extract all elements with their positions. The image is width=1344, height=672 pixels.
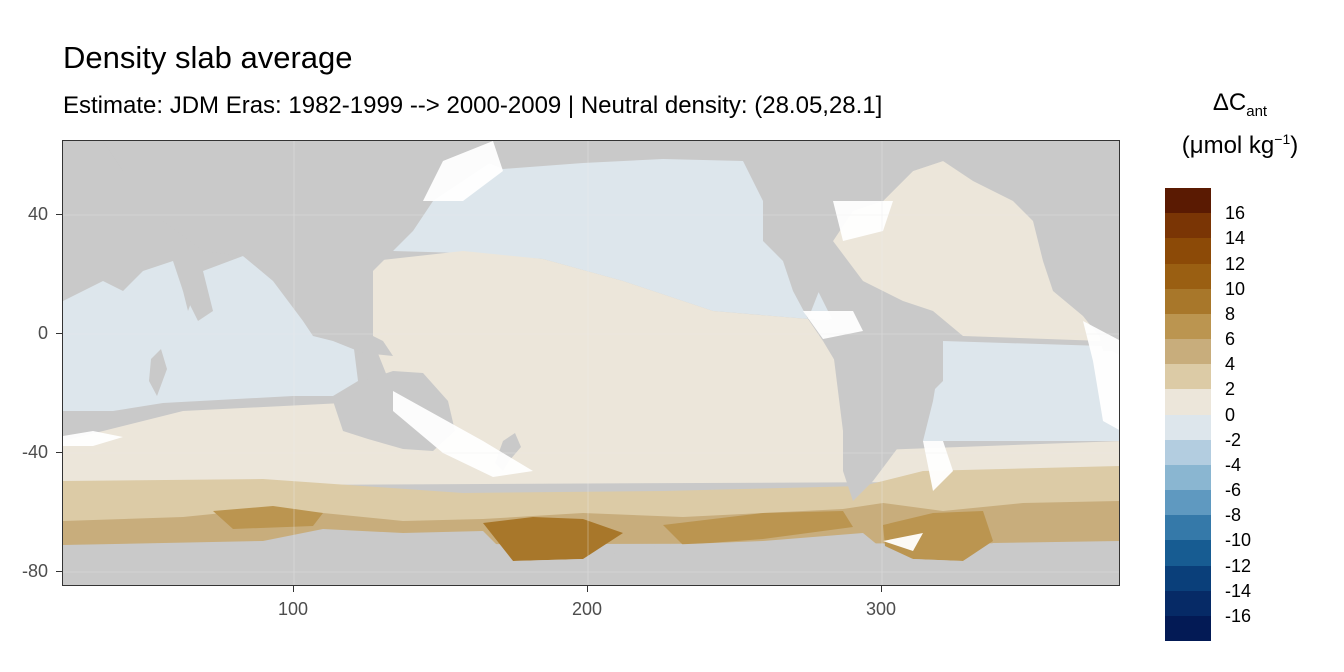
- southeast-asia-islands: [303, 316, 393, 356]
- y-tick-label: 40: [27, 204, 48, 224]
- legend-tick: [1165, 389, 1211, 390]
- legend-tick: [1165, 566, 1211, 567]
- legend-tick: [1165, 591, 1211, 592]
- legend-color-step: [1165, 464, 1211, 491]
- y-tickmark: [56, 214, 62, 215]
- coastal-missing-data: [63, 141, 1119, 551]
- amundsen-shelf: [663, 511, 853, 545]
- x-tickmark: [881, 586, 882, 592]
- ross-sea-shelf: [213, 506, 323, 529]
- legend-color-step: [1165, 213, 1211, 239]
- legend-label: -14: [1225, 580, 1252, 601]
- x-tickmark: [587, 586, 588, 592]
- north-atlantic: [833, 161, 1103, 341]
- legend-color-step: [1165, 439, 1211, 466]
- chart-title: Density slab average: [63, 40, 353, 75]
- arabia-india: [103, 211, 213, 321]
- legend-label: 10: [1225, 278, 1246, 299]
- legend-tick: [1165, 465, 1211, 466]
- legend-color-step: [1165, 364, 1211, 390]
- legend-tick: [1165, 314, 1211, 315]
- legend-title: ΔCant (μmol kg−1): [1165, 89, 1315, 160]
- y-tick-label: -80: [21, 561, 48, 581]
- legend-color-step: [1165, 288, 1211, 315]
- legend-label: 12: [1225, 253, 1246, 274]
- legend-tick: [1165, 616, 1211, 617]
- north-pacific: [393, 159, 833, 321]
- legend-title-line2: (μmol kg−1): [1181, 131, 1299, 160]
- legend-tick: [1165, 339, 1211, 340]
- legend-color-step: [1165, 515, 1211, 541]
- legend-tick: [1165, 264, 1211, 265]
- legend-color-step: [1165, 540, 1211, 566]
- indian-ocean: [63, 251, 358, 411]
- legend-color-step: [1165, 414, 1211, 441]
- legend-label: -2: [1225, 429, 1242, 450]
- x-tick-label: 200: [571, 599, 603, 619]
- x-tickmark: [293, 586, 294, 592]
- legend-tick: [1165, 440, 1211, 441]
- legend-color-step: [1165, 565, 1211, 592]
- legend-label: -10: [1225, 530, 1252, 551]
- legend-color-step: [1165, 263, 1211, 290]
- antarctica: [63, 529, 1119, 585]
- x-tick-label: 100: [277, 599, 309, 619]
- map-svg: [63, 141, 1119, 585]
- legend-tick: [1165, 289, 1211, 290]
- legend-label: 6: [1225, 329, 1236, 349]
- legend-title-line1: ΔCant: [1212, 89, 1268, 120]
- legend-label: -4: [1225, 454, 1242, 475]
- legend-label: 8: [1225, 303, 1236, 324]
- madagascar: [149, 349, 167, 396]
- legend-label: 14: [1225, 228, 1246, 249]
- y-tickmark: [56, 333, 62, 334]
- legend-tick: [1165, 364, 1211, 365]
- y-tickmark: [56, 571, 62, 572]
- chart-subtitle: Estimate: JDM Eras: 1982-1999 --> 2000-2…: [63, 92, 883, 119]
- south-atlantic: [923, 341, 1119, 441]
- legend-label: 16: [1225, 203, 1246, 224]
- legend-tick: [1165, 213, 1211, 214]
- graticule: [63, 141, 1119, 585]
- y-tick-label: -40: [21, 442, 48, 462]
- legend-label: 2: [1225, 379, 1236, 400]
- map-panel: [62, 140, 1120, 586]
- legend-color-step: [1165, 389, 1211, 415]
- tropical-pacific: [373, 251, 863, 471]
- asia: [123, 141, 493, 291]
- y-tick-label: 0: [37, 323, 48, 343]
- legend-color-step: [1165, 188, 1211, 214]
- legend-color-step: [1165, 490, 1211, 516]
- legend-tick: [1165, 490, 1211, 491]
- x-tick-label: 300: [865, 599, 897, 619]
- legend-color-step: [1165, 313, 1211, 340]
- legend-color-step: [1165, 238, 1211, 264]
- north-america: [663, 141, 1063, 319]
- legend-color-step: [1165, 615, 1211, 642]
- legend-tick: [1165, 415, 1211, 416]
- legend-color-step: [1165, 339, 1211, 365]
- legend-tick: [1165, 515, 1211, 516]
- legend-label: -8: [1225, 505, 1242, 526]
- legend-tick: [1165, 238, 1211, 239]
- y-tickmark: [56, 452, 62, 453]
- legend-tick: [1165, 540, 1211, 541]
- legend-colorbar: [1165, 188, 1211, 642]
- legend-color-step: [1165, 590, 1211, 617]
- legend-label: -12: [1225, 555, 1252, 576]
- south-america: [823, 311, 943, 501]
- legend-label: 4: [1225, 354, 1236, 375]
- legend-label: 0: [1225, 404, 1236, 425]
- legend-label: -6: [1225, 480, 1242, 500]
- weddell-east-shelf: [1003, 503, 1113, 537]
- legend-label: -16: [1225, 605, 1252, 626]
